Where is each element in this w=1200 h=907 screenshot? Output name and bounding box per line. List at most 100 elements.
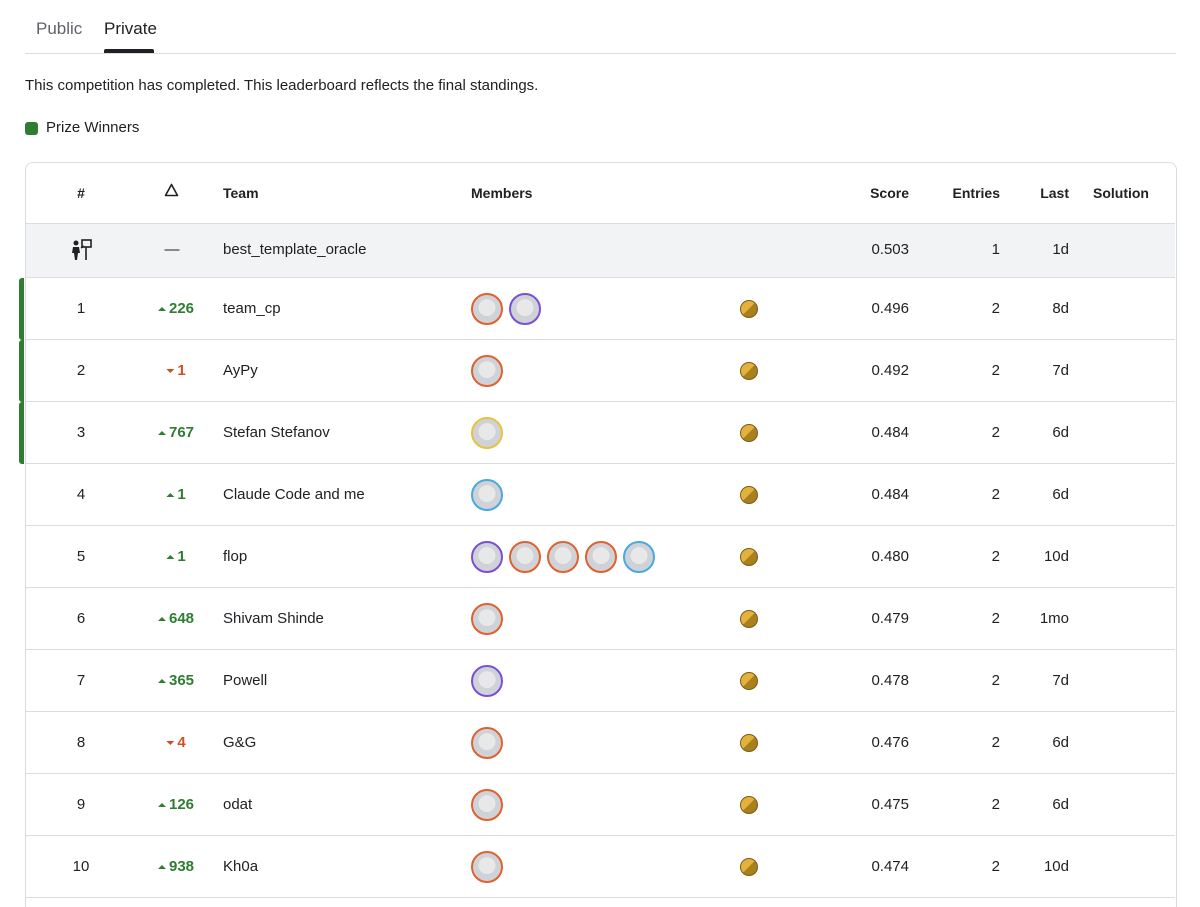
header-solution: Solution	[1093, 185, 1149, 201]
arrow-down	[166, 369, 175, 373]
change: 1	[166, 361, 186, 381]
row-divider	[26, 339, 1175, 340]
change-header-icon	[164, 183, 179, 197]
medal-icon	[740, 486, 758, 504]
change: 648	[157, 609, 194, 629]
arrow-down	[166, 741, 175, 745]
last: 6d	[1052, 486, 1069, 503]
team-name[interactable]: odat	[223, 796, 253, 813]
benchmark-last: 1d	[1052, 241, 1069, 258]
arrow-up	[157, 679, 166, 683]
change: 126	[157, 795, 194, 815]
member-avatar[interactable]	[471, 417, 503, 449]
medal-icon	[740, 858, 758, 876]
last: 6d	[1052, 734, 1069, 751]
team-name[interactable]: AyPy	[223, 362, 258, 379]
arrow-up	[157, 617, 166, 621]
rank: 6	[76, 610, 86, 627]
team-name[interactable]: Kh0a	[223, 858, 259, 875]
member-avatar[interactable]	[547, 541, 579, 573]
arrow-up	[157, 431, 166, 435]
member-avatar[interactable]	[471, 603, 503, 635]
row-divider	[26, 223, 1175, 224]
member-avatar[interactable]	[471, 479, 503, 511]
entries: 2	[991, 858, 1000, 875]
team-name[interactable]: Powell	[223, 672, 268, 689]
legend-label: Prize Winners	[46, 119, 140, 136]
rank: 10	[72, 858, 90, 875]
last: 6d	[1052, 796, 1069, 813]
member-avatar[interactable]	[471, 293, 503, 325]
row-divider	[26, 525, 1175, 526]
team-name[interactable]: Shivam Shinde	[223, 610, 324, 627]
rank: 1	[76, 300, 86, 317]
benchmark-score: 0.503	[871, 241, 909, 258]
team-name[interactable]: flop	[223, 548, 248, 565]
prize-marker	[19, 340, 24, 402]
leaderboard-table	[25, 162, 1177, 907]
team-name[interactable]: team_cp	[223, 300, 281, 317]
team-name[interactable]: G&G	[223, 734, 257, 751]
change: 767	[157, 423, 194, 443]
medal-icon	[740, 672, 758, 690]
row-divider	[26, 401, 1175, 402]
score: 0.484	[871, 486, 909, 503]
benchmark-icon	[72, 239, 92, 260]
entries: 2	[991, 672, 1000, 689]
entries: 2	[991, 548, 1000, 565]
header-score: Score	[870, 185, 909, 201]
benchmark-change: —	[164, 241, 180, 258]
member-avatar[interactable]	[471, 727, 503, 759]
score: 0.476	[871, 734, 909, 751]
benchmark-entries: 1	[991, 241, 1000, 258]
arrow-up	[166, 493, 175, 497]
row-divider	[26, 897, 1175, 898]
medal-icon	[740, 362, 758, 380]
benchmark-team: best_template_oracle	[223, 241, 367, 258]
member-avatar[interactable]	[471, 541, 503, 573]
arrow-up	[157, 803, 166, 807]
medal-icon	[740, 734, 758, 752]
legend-swatch	[25, 122, 38, 135]
row-divider	[26, 277, 1175, 278]
arrow-up	[157, 307, 166, 311]
arrow-up	[166, 555, 175, 559]
member-avatar[interactable]	[509, 541, 541, 573]
team-name[interactable]: Claude Code and me	[223, 486, 365, 503]
tab-divider	[25, 53, 1176, 54]
header-members: Members	[471, 185, 533, 201]
member-avatar[interactable]	[509, 293, 541, 325]
entries: 2	[991, 362, 1000, 379]
member-avatar[interactable]	[471, 851, 503, 883]
medal-icon	[740, 548, 758, 566]
score: 0.480	[871, 548, 909, 565]
last: 7d	[1052, 362, 1069, 379]
header-entries: Entries	[952, 185, 1000, 201]
notice: This competition has completed. This lea…	[25, 77, 539, 94]
rank: 5	[76, 548, 86, 565]
arrow-up	[157, 865, 166, 869]
member-avatar[interactable]	[623, 541, 655, 573]
tab[interactable]: Public	[36, 19, 83, 38]
last: 7d	[1052, 672, 1069, 689]
prize-marker	[19, 278, 24, 340]
score: 0.478	[871, 672, 909, 689]
change: 1	[166, 547, 186, 567]
tab-underline	[104, 49, 154, 53]
last: 1mo	[1039, 610, 1069, 627]
medal-icon	[740, 424, 758, 442]
tab[interactable]: Private	[104, 19, 157, 38]
entries: 2	[991, 300, 1000, 317]
member-avatar[interactable]	[471, 665, 503, 697]
team-name[interactable]: Stefan Stefanov	[223, 424, 330, 441]
score: 0.484	[871, 424, 909, 441]
member-avatar[interactable]	[585, 541, 617, 573]
prize-marker	[19, 402, 24, 464]
entries: 2	[991, 424, 1000, 441]
score: 0.474	[871, 858, 909, 875]
row-divider	[26, 711, 1175, 712]
member-avatar[interactable]	[471, 789, 503, 821]
rank: 9	[76, 796, 86, 813]
member-avatar[interactable]	[471, 355, 503, 387]
header-team: Team	[223, 185, 259, 201]
